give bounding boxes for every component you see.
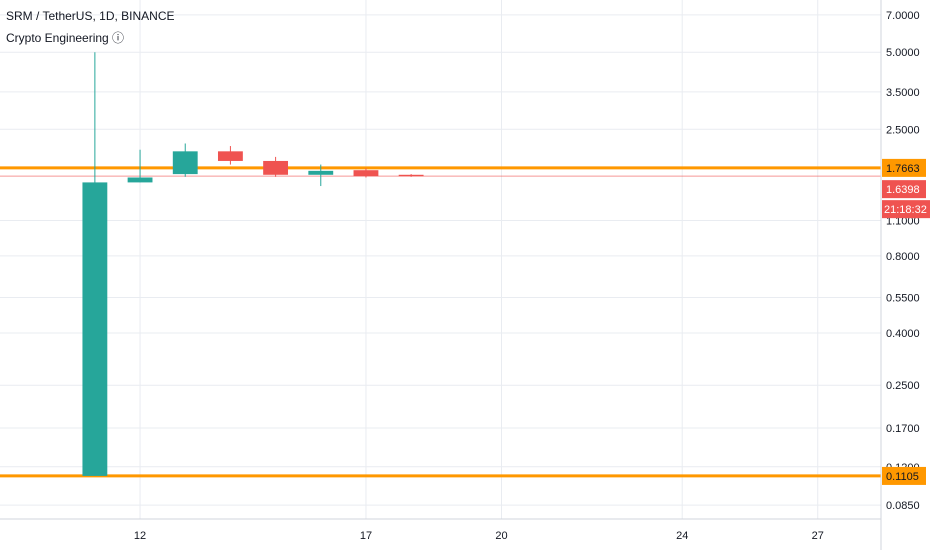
level-price-tag-bg — [882, 466, 926, 485]
price-tick-label: 3.5000 — [886, 87, 920, 99]
level-price-tag: 0.1105 — [886, 471, 919, 483]
price-tags: 1.7663 0.1105 1.6398 21:18:32 — [882, 158, 930, 485]
countdown-label: 21:18:32 — [884, 204, 927, 216]
candles — [82, 52, 424, 476]
price-tick-label: 2.5000 — [886, 124, 920, 136]
candle-body — [172, 151, 198, 175]
price-tick-label: 5.0000 — [886, 47, 920, 59]
time-axis[interactable]: 12 17 20 24 27 — [134, 530, 824, 542]
chart-legend: SRM / TetherUS, 1D, BINANCE Crypto Engin… — [6, 8, 175, 46]
time-tick-label: 12 — [134, 530, 146, 542]
time-tick-label: 20 — [495, 530, 507, 542]
price-tick-label: 0.5500 — [886, 293, 920, 305]
candle-body — [263, 160, 289, 175]
candle-body — [398, 174, 424, 177]
price-tick-label: 0.2500 — [886, 380, 920, 392]
grid — [0, 0, 881, 519]
level-price-tag: 1.7663 — [886, 163, 920, 175]
level-price-tag-bg — [882, 158, 926, 177]
indicator-name[interactable]: Crypto Engineering ⓘ — [6, 31, 125, 45]
price-tick-label: 1.1000 — [886, 216, 920, 228]
price-axis[interactable]: 7.0000 5.0000 3.5000 2.5000 1.1000 0.8000 0.55… — [886, 10, 920, 512]
price-tick-label: 7.0000 — [886, 10, 920, 22]
countdown-bg — [882, 200, 930, 219]
last-price-tag: 1.6398 — [886, 184, 920, 196]
symbol-title[interactable]: SRM / TetherUS, 1D, BINANCE — [6, 9, 175, 23]
time-tick-label: 17 — [360, 530, 372, 542]
candle-body — [82, 182, 108, 476]
last-price-tag-bg — [882, 180, 926, 199]
candle-body — [217, 151, 243, 161]
time-tick-label: 24 — [676, 530, 688, 542]
horizontal-levels — [0, 166, 881, 478]
time-tick-label: 27 — [812, 530, 824, 542]
price-tick-label: 0.8000 — [886, 251, 920, 263]
price-tick-label: 0.4000 — [886, 328, 920, 340]
candle-body — [127, 177, 153, 183]
candle-body — [308, 170, 334, 175]
price-tick-label: 0.1700 — [886, 423, 920, 435]
candle-body — [353, 170, 379, 177]
price-tick-label: 0.0850 — [886, 500, 920, 512]
